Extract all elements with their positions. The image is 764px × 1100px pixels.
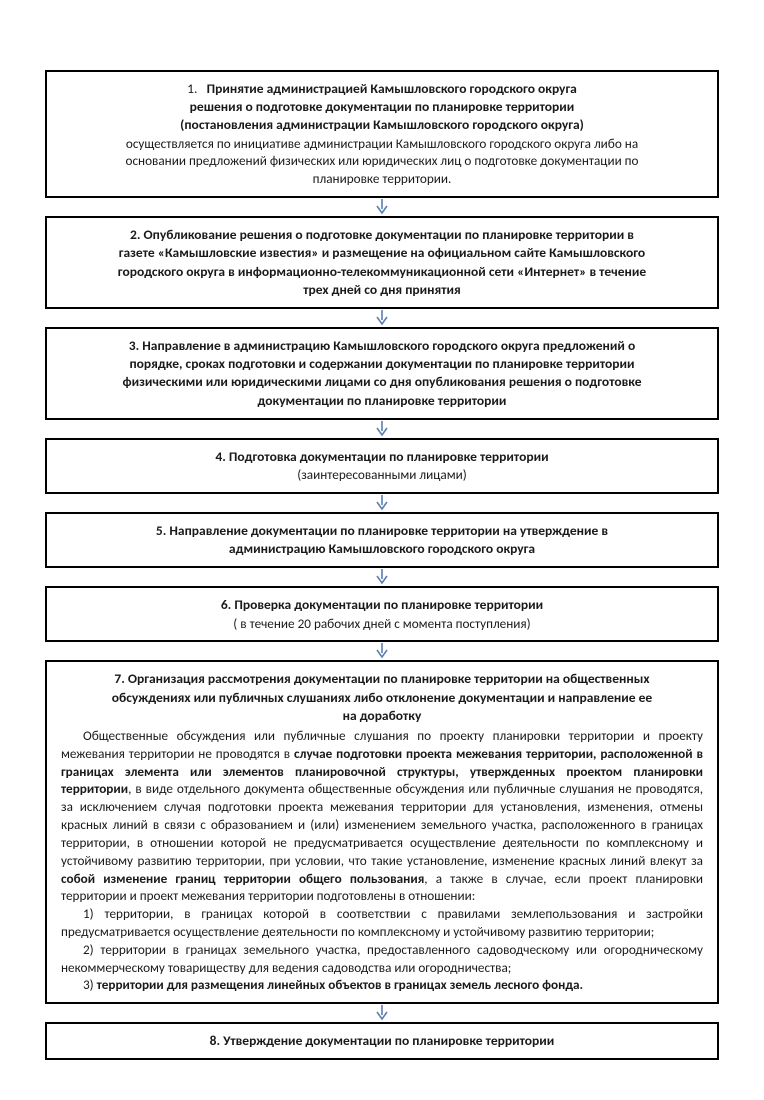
step-3-line-2: порядке, сроках подготовки и содержании … [61,355,703,373]
arrow-down-icon [375,495,389,511]
step-2-line-4: трех дней со дня принятия [61,281,703,299]
arrow-down-icon [375,310,389,326]
step-7-list-item-3: 3) территории для размещения линейных об… [61,976,703,994]
step-3-line-3: физическими или юридическими лицами со д… [61,373,703,391]
arrow-7-8 [45,1004,719,1022]
step-7-p1-c: , в виде отдельного документа общественн… [61,780,703,868]
arrow-4-5 [45,494,719,512]
step-3-line-1: 3. Направление в администрацию Камышловс… [61,337,703,355]
arrow-3-4 [45,420,719,438]
arrow-down-icon [375,643,389,659]
step-7-list-item-1: 1) территории, в границах которой в соот… [61,905,703,941]
step-7-paragraph-1: Общественные обсуждения или публичные сл… [61,727,703,905]
step-8-line-1: 8. Утверждение документации по планировк… [61,1032,703,1050]
arrow-down-icon [375,569,389,585]
step-5-box: 5. Направление документации по планировк… [45,512,719,568]
step-2-line-3: городского округа в информационно-телеко… [61,263,703,281]
step-4-box: 4. Подготовка документации по планировке… [45,438,719,494]
step-1-title-line-3: (постановления администрации Камышловско… [61,116,703,134]
step-3-box: 3. Направление в администрацию Камышловс… [45,327,719,420]
step-1-number: 1. [187,80,197,97]
step-1-title: 1. Принятие администрацией Камышловского… [61,80,703,98]
step-7-box: 7. Организация рассмотрения документации… [45,660,719,1004]
step-7-heading-2: обсуждениях или публичных слушаниях либо… [61,689,703,707]
step-4-line-2: (заинтересованными лицами) [61,466,703,484]
step-7-li3-a: 3) [83,976,97,993]
step-1-body-line-3: планировке территории. [61,170,703,188]
step-8-box: 8. Утверждение документации по планировк… [45,1022,719,1060]
step-2-line-2: газете «Камышловские известия» и размеще… [61,244,703,262]
step-5-line-2: администрацию Камышловского городского о… [61,540,703,558]
step-7-heading-3: на доработку [61,707,703,725]
step-1-body-line-1: осуществляется по инициативе администрац… [61,135,703,153]
step-2-box: 2. Опубликование решения о подготовке до… [45,216,719,309]
step-1-body-line-2: основании предложений физических или юри… [61,152,703,170]
step-1-box: 1. Принятие администрацией Камышловского… [45,70,719,198]
step-2-line-1: 2. Опубликование решения о подготовке до… [61,226,703,244]
step-1-title-line-2: решения о подготовке документации по пла… [61,98,703,116]
arrow-down-icon [375,1005,389,1021]
step-3-line-4: документации по планировке территории [61,392,703,410]
arrow-1-2 [45,198,719,216]
step-6-box: 6. Проверка документации по планировке т… [45,586,719,642]
arrow-5-6 [45,568,719,586]
step-1-title-line-1: Принятие администрацией Камышловского го… [207,80,577,97]
arrow-6-7 [45,642,719,660]
step-6-line-1: 6. Проверка документации по планировке т… [61,596,703,614]
step-7-li3-b: территории для размещения линейных объек… [97,976,583,993]
step-5-line-1: 5. Направление документации по планировк… [61,522,703,540]
step-7-p1-d: собой изменение границ территории общего… [61,870,424,887]
step-6-line-2: ( в течение 20 рабочих дней с момента по… [61,615,703,633]
step-4-line-1: 4. Подготовка документации по планировке… [61,448,703,466]
step-7-heading-1: 7. Организация рассмотрения документации… [61,670,703,688]
arrow-2-3 [45,309,719,327]
arrow-down-icon [375,199,389,215]
step-7-list-item-2: 2) территории в границах земельного учас… [61,941,703,977]
arrow-down-icon [375,421,389,437]
